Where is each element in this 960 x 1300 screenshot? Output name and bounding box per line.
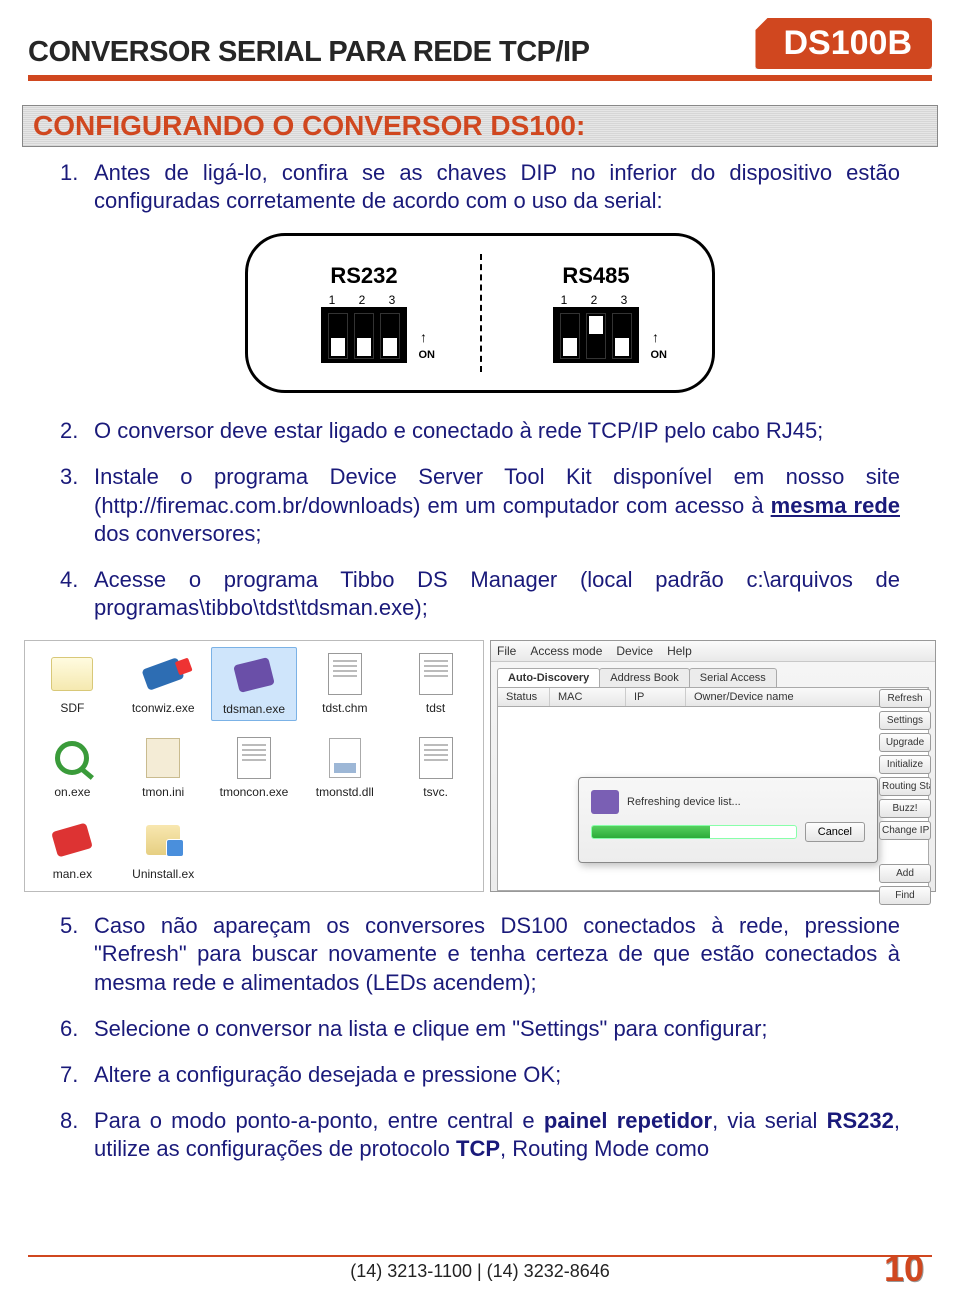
menubar[interactable]: File Access mode Device Help	[491, 641, 935, 662]
header-rule	[28, 75, 932, 81]
arrow-up-icon: ↑	[420, 329, 427, 345]
purple-icon	[233, 657, 275, 693]
file-label: tmonstd.dll	[303, 785, 386, 799]
dip-switch	[586, 313, 606, 359]
dip-switch	[328, 313, 348, 359]
file-label: tmon.ini	[122, 785, 205, 799]
dip-nums-left: 1 2 3	[321, 293, 407, 307]
file-label: tdst	[394, 701, 477, 715]
dip-label-rs485: RS485	[553, 263, 639, 289]
file-label: tdst.chm	[303, 701, 386, 715]
doc-icon	[328, 653, 362, 695]
footer-phones: (14) 3213-1100 | (14) 3232-8646	[0, 1261, 960, 1282]
change-ip-button[interactable]: Change IP	[879, 821, 931, 840]
file-label: SDF	[31, 701, 114, 715]
file-label: tconwiz.exe	[122, 701, 205, 715]
tabs[interactable]: Auto-DiscoveryAddress BookSerial Access	[497, 668, 929, 687]
upgrade-button[interactable]: Upgrade	[879, 733, 931, 752]
file-item[interactable]: on.exe	[29, 731, 116, 803]
gear-icon	[146, 738, 180, 778]
dip-switch	[560, 313, 580, 359]
step-3: Instale o programa Device Server Tool Ki…	[60, 463, 900, 547]
cancel-button[interactable]: Cancel	[805, 822, 865, 842]
dialog-text: Refreshing device list...	[627, 796, 865, 808]
file-item[interactable]: tmonstd.dll	[301, 731, 388, 803]
menu-device[interactable]: Device	[616, 644, 653, 658]
step-7: Altere a configuração desejada e pressio…	[60, 1061, 900, 1089]
file-item[interactable]: tconwiz.exe	[120, 647, 207, 721]
step-5: Caso não apareçam os conversores DS100 c…	[60, 912, 900, 996]
footer: (14) 3213-1100 | (14) 3232-8646	[0, 1251, 960, 1282]
device-icon	[591, 790, 619, 814]
dip-switch	[380, 313, 400, 359]
menu-help[interactable]: Help	[667, 644, 692, 658]
file-item[interactable]: tdsman.exe	[211, 647, 298, 721]
dll-icon	[329, 738, 361, 778]
routing-sta-button[interactable]: Routing Sta	[879, 777, 931, 796]
file-item[interactable]: Uninstall.ex	[120, 813, 207, 885]
refresh-button[interactable]: Refresh	[879, 689, 931, 708]
product-badge: DS100B	[755, 18, 932, 69]
file-label: Uninstall.ex	[122, 867, 205, 881]
section-header: CONFIGURANDO O CONVERSOR DS100:	[22, 105, 938, 147]
file-label: tdsman.exe	[214, 702, 295, 716]
find-button[interactable]: Find	[879, 886, 931, 905]
refresh-dialog: Refreshing device list... Cancel	[578, 777, 878, 863]
screenshots-row: SDF tconwiz.exe tdsman.exe tdst.chm tdst on.e…	[24, 640, 936, 892]
file-item[interactable]: SDF	[29, 647, 116, 721]
file-item[interactable]: tmoncon.exe	[211, 731, 298, 803]
connector-icon	[142, 657, 185, 691]
folder-icon	[51, 657, 93, 691]
step-4: Acesse o programa Tibbo DS Manager (loca…	[60, 566, 900, 622]
file-item[interactable]: man.ex	[29, 813, 116, 885]
dip-label-rs232: RS232	[321, 263, 407, 289]
file-item[interactable]: tmon.ini	[120, 731, 207, 803]
page-number: 10	[884, 1248, 924, 1290]
buzz--button[interactable]: Buzz!	[879, 799, 931, 818]
step-1: Antes de ligá-lo, confira se as chaves D…	[60, 159, 900, 215]
step-8: Para o modo ponto-a-ponto, entre central…	[60, 1107, 900, 1163]
file-item[interactable]: tdst	[392, 647, 479, 721]
tab-address-book[interactable]: Address Book	[599, 668, 689, 687]
doc-icon	[419, 653, 453, 695]
arrow-up-icon: ↑	[652, 329, 659, 345]
settings-button[interactable]: Settings	[879, 711, 931, 730]
ds-manager-window: File Access mode Device Help Auto-Discovery…	[490, 640, 936, 892]
dip-nums-right: 1 2 3	[553, 293, 639, 307]
doc-icon	[237, 737, 271, 779]
file-label: tsvc.	[394, 785, 477, 799]
step-6: Selecione o conversor na lista e clique …	[60, 1015, 900, 1043]
dip-switch	[354, 313, 374, 359]
red-icon	[52, 823, 94, 858]
file-label: on.exe	[31, 785, 114, 799]
tab-auto-discovery[interactable]: Auto-Discovery	[497, 668, 600, 687]
tab-serial-access[interactable]: Serial Access	[689, 668, 777, 687]
progress-bar	[591, 825, 797, 839]
menu-file[interactable]: File	[497, 644, 516, 658]
menu-access-mode[interactable]: Access mode	[530, 644, 602, 658]
device-list[interactable]: Refreshing device list... Cancel	[497, 707, 929, 891]
on-label-right: ON	[651, 349, 668, 361]
file-item[interactable]: tdst.chm	[301, 647, 388, 721]
box-icon	[146, 825, 180, 855]
file-explorer: SDF tconwiz.exe tdsman.exe tdst.chm tdst on.e…	[24, 640, 484, 892]
step-2: O conversor deve estar ligado e conectad…	[60, 417, 900, 445]
file-item[interactable]: tsvc.	[392, 731, 479, 803]
dip-switch	[612, 313, 632, 359]
mag-icon	[55, 741, 89, 775]
section-title: CONFIGURANDO O CONVERSOR DS100:	[33, 110, 927, 142]
doc-header-title: CONVERSOR SERIAL PARA REDE TCP/IP	[28, 36, 741, 69]
list-header: Status MAC IP Owner/Device name	[497, 687, 929, 707]
dip-switch-diagram: RS232 1 2 3 ↑ ON RS485 1 2 3 ↑ ON	[245, 233, 715, 393]
add-button[interactable]: Add	[879, 864, 931, 883]
doc-icon	[419, 737, 453, 779]
file-label: man.ex	[31, 867, 114, 881]
initialize-button[interactable]: Initialize	[879, 755, 931, 774]
on-label-left: ON	[419, 349, 436, 361]
file-label: tmoncon.exe	[213, 785, 296, 799]
